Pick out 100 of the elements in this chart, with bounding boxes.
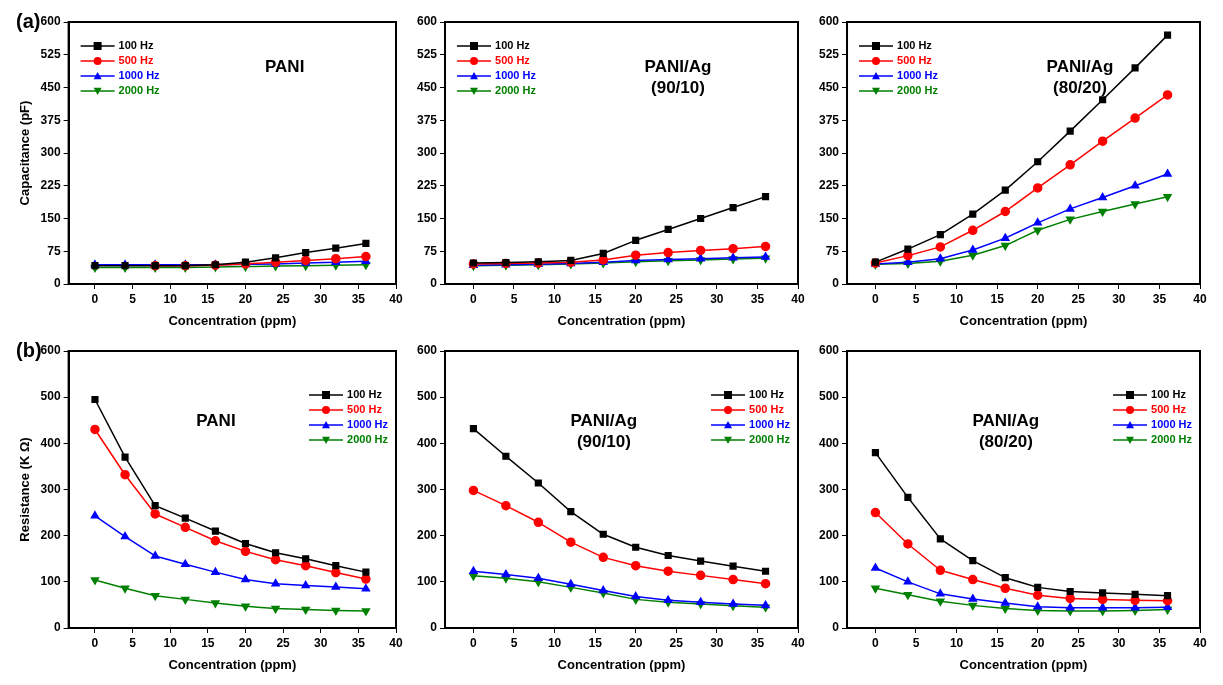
y-tick-label: 100 (818, 574, 840, 589)
x-tick-label: 0 (872, 635, 880, 650)
y-tick-label: 375 (416, 112, 438, 127)
text: PANI/Ag (90/10) (570, 410, 638, 451)
text: (b) (16, 338, 42, 361)
x-tick-label: 0 (91, 635, 99, 650)
x-tick-label: 35 (750, 635, 765, 650)
y-axis-title: Capacitance (pF) (17, 100, 33, 206)
y-tick-label: 525 (416, 47, 438, 62)
y-tick-label: 200 (818, 527, 840, 542)
x-tick-label: 5 (510, 291, 518, 306)
legend-label: 1000 Hz (897, 69, 939, 82)
legend-label: 1000 Hz (118, 69, 161, 82)
x-tick-label: 40 (791, 291, 805, 306)
y-tick-label: 525 (40, 47, 61, 62)
x-tick-label: 35 (1152, 291, 1167, 306)
legend-label: 2000 Hz (1151, 433, 1193, 446)
legend-label: 1000 Hz (749, 418, 791, 431)
legend-label: 1000 Hz (347, 418, 389, 431)
x-tick-label: 25 (669, 291, 684, 306)
y-tick-label: 225 (40, 178, 61, 193)
x-tick-label: 35 (351, 291, 366, 306)
x-tick-label: 40 (1193, 635, 1207, 650)
y-tick-label: 400 (40, 435, 61, 450)
x-axis-title: Concentration (ppm) (557, 656, 686, 672)
x-tick-label: 25 (1071, 635, 1086, 650)
legend-label: 100 Hz (118, 39, 154, 52)
y-tick-label: 200 (416, 527, 438, 542)
x-tick-label: 35 (750, 291, 765, 306)
y-tick-label: 75 (47, 243, 61, 258)
y-tick-label: 75 (825, 243, 840, 258)
text: PANI/Ag (80/20) (1046, 56, 1114, 97)
x-tick-label: 30 (710, 635, 724, 650)
text: PANI (196, 410, 236, 430)
legend-label: 500 Hz (347, 403, 383, 416)
text: (a) (16, 9, 41, 32)
y-tick-label: 225 (416, 178, 438, 193)
x-axis-title: Concentration (ppm) (557, 312, 686, 328)
legend-label: 1000 Hz (495, 69, 537, 82)
y-tick-label: 0 (53, 620, 61, 635)
y-tick-label: 0 (430, 276, 438, 291)
x-tick-label: 0 (470, 291, 478, 306)
x-tick-label: 20 (629, 635, 643, 650)
x-tick-label: 10 (163, 635, 178, 650)
x-tick-label: 20 (1031, 635, 1045, 650)
x-tick-label: 5 (912, 291, 920, 306)
y-tick-label: 600 (416, 343, 438, 358)
x-tick-label: 30 (314, 635, 328, 650)
y-tick-label: 375 (40, 112, 61, 127)
x-tick-label: 10 (949, 291, 964, 306)
legend-label: 2000 Hz (495, 84, 537, 97)
x-tick-label: 35 (1152, 635, 1167, 650)
x-tick-label: 0 (470, 635, 478, 650)
legend-label: 2000 Hz (347, 433, 389, 446)
x-axis-title: Concentration (ppm) (959, 656, 1088, 672)
x-tick-label: 25 (276, 635, 291, 650)
text: PANI/Ag (90/10) (644, 56, 712, 97)
y-tick-label: 500 (416, 389, 438, 404)
x-tick-label: 5 (912, 635, 920, 650)
x-tick-label: 5 (510, 635, 518, 650)
y-tick-label: 300 (40, 145, 61, 160)
text: PANI (265, 56, 305, 76)
x-tick-label: 30 (314, 291, 328, 306)
x-tick-label: 30 (1112, 635, 1126, 650)
legend-label: 2000 Hz (897, 84, 939, 97)
y-tick-label: 600 (818, 14, 840, 29)
y-tick-label: 150 (40, 210, 61, 225)
x-tick-label: 5 (129, 291, 137, 306)
y-tick-label: 300 (818, 481, 840, 496)
x-axis-title: Concentration (ppm) (168, 656, 297, 672)
y-tick-label: 150 (818, 210, 840, 225)
x-tick-label: 40 (1193, 291, 1207, 306)
y-tick-label: 450 (40, 79, 61, 94)
x-tick-label: 15 (201, 291, 215, 306)
legend-label: 500 Hz (897, 54, 933, 67)
y-tick-label: 300 (416, 481, 438, 496)
y-tick-label: 0 (53, 276, 61, 291)
legend-label: 500 Hz (495, 54, 531, 67)
y-tick-label: 0 (832, 276, 840, 291)
legend-label: 2000 Hz (118, 84, 161, 97)
x-tick-label: 30 (1112, 291, 1126, 306)
y-tick-label: 600 (40, 343, 61, 358)
y-tick-label: 600 (818, 343, 840, 358)
x-tick-label: 10 (547, 291, 562, 306)
x-tick-label: 40 (791, 635, 805, 650)
y-tick-label: 600 (40, 14, 61, 29)
y-tick-label: 450 (818, 79, 840, 94)
legend-label: 100 Hz (1151, 388, 1187, 401)
x-tick-label: 20 (1031, 291, 1045, 306)
y-tick-label: 525 (818, 47, 840, 62)
y-tick-label: 300 (416, 145, 438, 160)
x-tick-label: 35 (351, 635, 366, 650)
y-tick-label: 375 (818, 112, 840, 127)
legend-label: 2000 Hz (749, 433, 791, 446)
legend-label: 500 Hz (118, 54, 154, 67)
x-tick-label: 40 (389, 291, 403, 306)
y-tick-label: 0 (430, 620, 438, 635)
legend-label: 500 Hz (1151, 403, 1187, 416)
x-tick-label: 15 (990, 635, 1005, 650)
y-tick-label: 300 (818, 145, 840, 160)
